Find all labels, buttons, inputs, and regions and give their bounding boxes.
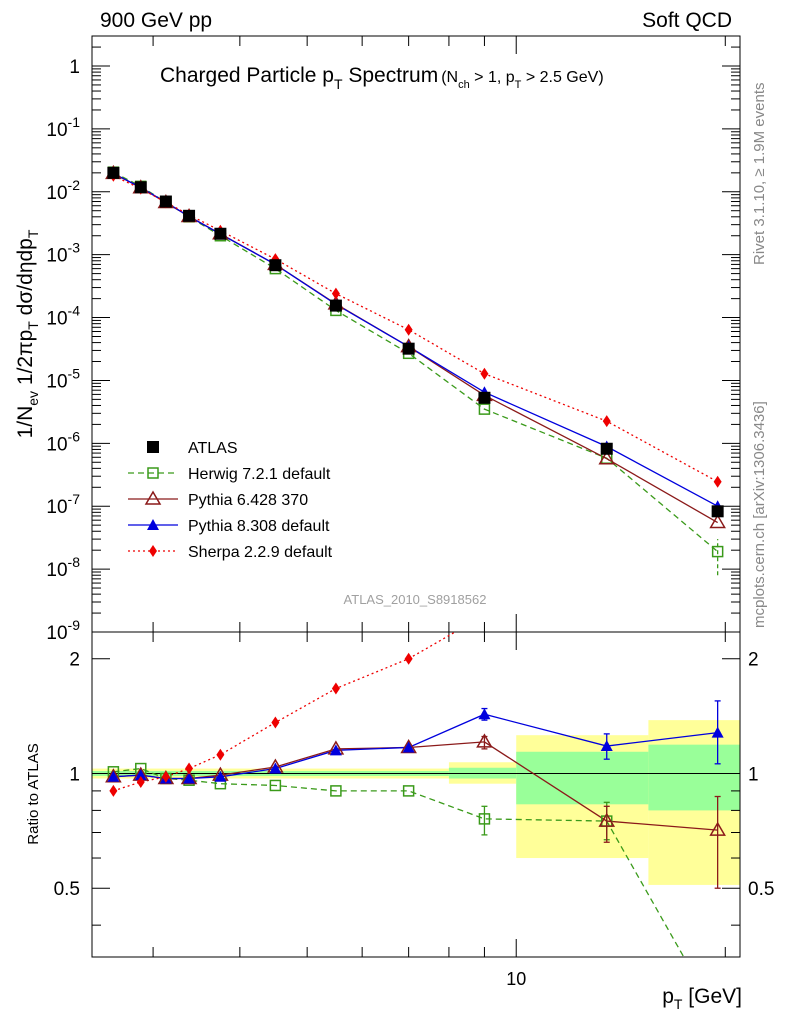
ratio-point-pythia [711,726,724,738]
ratio-y-tick-label: 2 [69,650,80,671]
y-tick-label: 10-6 [46,428,80,455]
data-point-atlas [329,299,342,312]
data-point-pythia [598,450,616,465]
data-point-atlas [711,505,724,518]
ratio-y-tick-label-right: 0.5 [748,879,774,900]
y-tick-label: 10-9 [46,617,80,644]
x-axis-label: pT [GeV] [662,985,742,1012]
y-tick-label: 10-2 [46,177,80,204]
ratio-point-pythia [598,812,616,827]
legend-marker [149,545,157,557]
ratio-point-pythia [134,769,147,781]
ratio-point-herwig [402,785,415,797]
data-point-atlas [214,227,227,240]
ratio-point-sherpa [331,682,340,695]
ratio-point-sherpa [216,748,225,761]
ratio-y-axis-label: Ratio to ATLAS [25,743,42,844]
legend-label: Herwig 7.2.1 default [188,466,331,483]
ratio-plot-frame [91,631,741,958]
main-y-axis-label: 1/Nev 1/2πpT dσ/dηdpT [14,229,41,438]
ratio-point-pythia [478,708,491,720]
ratio-line-sherpa [113,632,457,792]
data-point-atlas [159,195,172,208]
y-tick-label: 10-5 [46,365,80,392]
ratio-point-sherpa [136,775,145,788]
ratio-point-sherpa [109,784,118,797]
data-point-pythia [709,514,726,529]
data-point-herwig [478,403,491,415]
legend-label: Pythia 8.308 default [188,518,330,535]
ratio-y-tick-label-right: 1 [748,764,759,785]
data-point-atlas [183,209,196,222]
ratio-point-pythia [600,740,613,752]
legend-label: ATLAS [188,440,238,457]
header-right: Soft QCD [642,9,732,32]
ratio-y-tick-label-right: 2 [748,650,759,671]
ratio-point-sherpa [185,762,194,775]
main-title: Charged Particle pT Spectrum (Nch > 1, pT… [160,64,604,92]
y-tick-label: 10-3 [46,240,80,267]
ratio-point-pythia [402,741,415,753]
ratio-line-herwig [113,767,685,957]
ratio-point-pythia [476,733,493,748]
ratio-point-herwig [269,779,282,792]
data-point-atlas [134,181,147,194]
legend-marker [147,519,159,530]
y-tick-label: 10-4 [46,303,80,330]
legend: ATLAS Herwig 7.2.1 default Pythia 6.428 37… [128,440,333,561]
ratio-point-pythia [269,762,282,774]
data-point-atlas [269,259,282,272]
data-point-atlas [478,391,491,404]
series-line-sherpa [113,175,718,483]
x-tick-label-10: 10 [506,969,526,989]
y-tick-label: 10-7 [46,491,80,518]
ratio-point-sherpa [271,716,280,729]
data-point-sherpa [331,287,340,300]
ratio-point-herwig [713,1012,723,1022]
ratio-point-sherpa [603,580,611,592]
ratio-point-sherpa [161,770,170,783]
legend-marker [144,490,162,505]
data-point-sherpa [713,475,722,488]
header-left: 900 GeV pp [100,9,212,32]
ratio-point-sherpa [404,652,413,665]
ratio-point-pythia [329,744,342,756]
uncertainty-band-green-3 [648,744,740,811]
data-point-atlas [600,442,613,455]
ratio-y-tick-label: 0.5 [54,879,80,900]
mcplots-url-label: mcplots.cern.ch [arXiv:1306.3436] [751,401,768,628]
legend-marker [147,441,159,453]
data-point-sherpa [480,367,489,380]
legend-marker [147,467,159,479]
ratio-y-tick-label: 1 [69,764,80,785]
data-point-sherpa [404,323,413,336]
rivet-label: Rivet 3.1.10, ≥ 1.9M events [751,83,768,266]
y-tick-label: 1 [69,57,80,78]
ratio-point-pythia [709,821,726,836]
data-point-atlas [402,342,415,355]
legend-label: Sherpa 2.2.9 default [188,544,333,561]
ratio-point-pythia [183,772,196,784]
y-tick-label: 10-8 [46,554,80,581]
ratio-point-pythia [107,770,120,782]
legend-label: Pythia 6.428 370 [188,492,308,509]
data-point-sherpa [602,415,611,428]
watermark-label: ATLAS_2010_S8918562 [344,592,487,607]
data-point-atlas [107,166,120,179]
ratio-point-pythia [214,770,227,782]
uncertainty-band-green-2 [516,751,649,805]
ratio-point-herwig [478,813,491,825]
y-tick-label: 10-1 [46,114,80,141]
ratio-point-sherpa [480,609,488,621]
data-point-herwig [711,545,724,558]
ratio-point-herwig [330,785,342,797]
